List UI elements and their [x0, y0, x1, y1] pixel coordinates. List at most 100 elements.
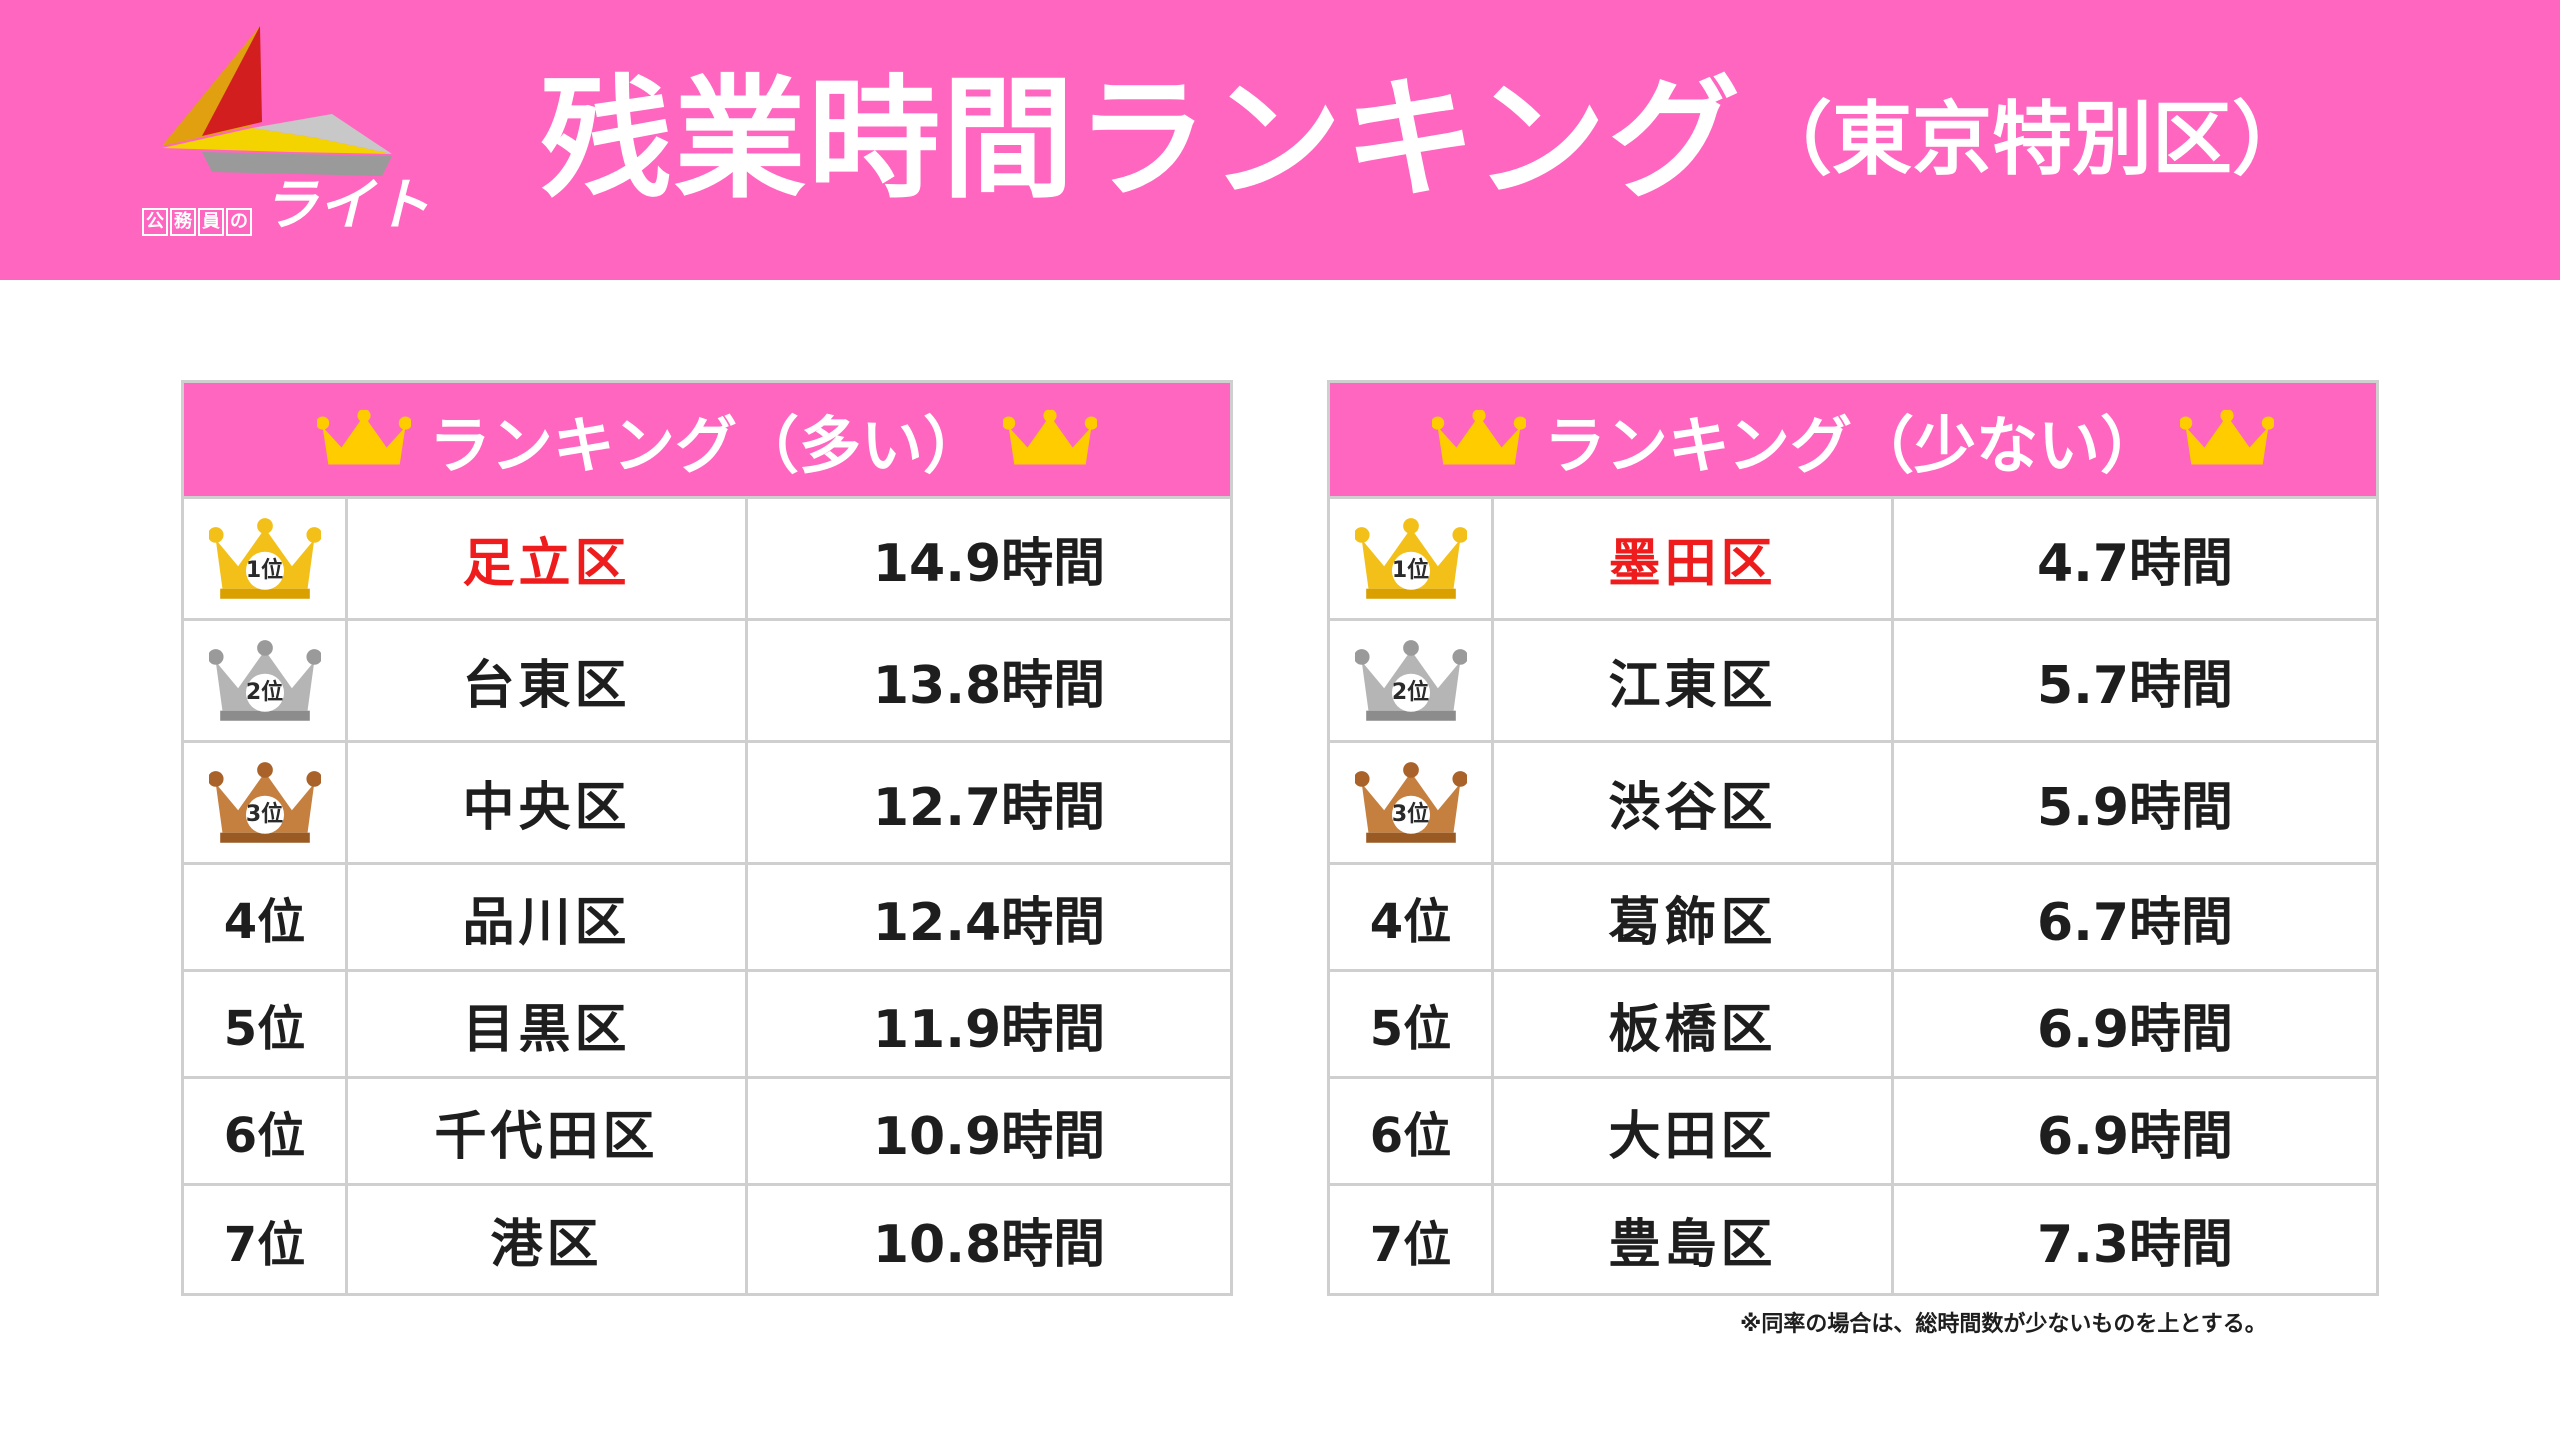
table-row: 2位 台東区 13.8時間 — [184, 621, 1230, 743]
logo-subtitle: 公 務 員 の — [142, 208, 252, 236]
rank-label: 2位 — [1391, 679, 1430, 705]
crown-icon — [317, 408, 411, 472]
logo-sub-char: 務 — [170, 208, 196, 236]
ward-name: 板橋区 — [1608, 999, 1777, 1060]
crown-icon — [1432, 408, 1526, 472]
ward-name: 中央区 — [462, 778, 631, 838]
time-cell: 10.9時間 — [748, 1079, 1230, 1183]
time-cell: 6.9時間 — [1894, 972, 2376, 1076]
ward-cell: 目黒区 — [348, 972, 748, 1076]
logo-mark-icon — [162, 26, 392, 176]
rank-cell: 1位 — [184, 499, 348, 618]
ward-cell: 港区 — [348, 1186, 748, 1293]
rank-label: 6位 — [1369, 1108, 1452, 1164]
rank-label: 6位 — [223, 1108, 306, 1164]
time-cell: 12.7時間 — [748, 743, 1230, 862]
rank-label: 3位 — [1391, 801, 1430, 827]
ward-name: 大田区 — [1608, 1106, 1777, 1167]
rank-cell: 6位 — [1330, 1079, 1494, 1183]
rank-label: 4位 — [223, 894, 306, 950]
ward-cell: 豊島区 — [1494, 1186, 1894, 1293]
site-logo[interactable]: 公 務 員 の ライト — [142, 26, 442, 236]
gold-crown-icon: 1位 — [1354, 517, 1467, 601]
time-cell: 11.9時間 — [748, 972, 1230, 1076]
rank-cell: 7位 — [1330, 1186, 1494, 1293]
ranking-table-most: ランキング（多い） 1位 足立区 14.9時間 — [181, 380, 1233, 1296]
ward-cell: 台東区 — [348, 621, 748, 740]
table-row: 4位 品川区 12.4時間 — [184, 865, 1230, 972]
silver-crown-icon: 2位 — [208, 639, 321, 723]
time-cell: 6.9時間 — [1894, 1079, 2376, 1183]
ward-cell: 江東区 — [1494, 621, 1894, 740]
time-cell: 7.3時間 — [1894, 1186, 2376, 1293]
time-cell: 5.7時間 — [1894, 621, 2376, 740]
crown-icon — [2180, 408, 2274, 472]
table-header: ランキング（多い） — [184, 383, 1230, 499]
ward-name: 目黒区 — [462, 999, 631, 1060]
ward-name: 江東区 — [1608, 656, 1777, 716]
table-row: 7位 豊島区 7.3時間 — [1330, 1186, 2376, 1293]
ward-name: 台東区 — [462, 656, 631, 716]
overtime-hours: 6.9時間 — [2036, 999, 2234, 1060]
ward-cell: 大田区 — [1494, 1079, 1894, 1183]
time-cell: 5.9時間 — [1894, 743, 2376, 862]
rank-label: 2位 — [245, 679, 284, 705]
ward-cell: 千代田区 — [348, 1079, 748, 1183]
ward-cell: 葛飾区 — [1494, 865, 1894, 969]
ward-cell: 足立区 — [348, 499, 748, 618]
overtime-hours: 5.9時間 — [2036, 778, 2234, 838]
silver-crown-icon: 2位 — [1354, 639, 1467, 723]
rank-cell: 7位 — [184, 1186, 348, 1293]
table-row: 1位 墨田区 4.7時間 — [1330, 499, 2376, 621]
logo-sub-char: 公 — [142, 208, 168, 236]
table-header: ランキング（少ない） — [1330, 383, 2376, 499]
rank-cell: 5位 — [1330, 972, 1494, 1076]
rank-cell: 6位 — [184, 1079, 348, 1183]
table-row: 4位 葛飾区 6.7時間 — [1330, 865, 2376, 972]
rank-label: 5位 — [223, 1001, 306, 1057]
rank-cell: 3位 — [1330, 743, 1494, 862]
time-cell: 12.4時間 — [748, 865, 1230, 969]
rank-cell: 2位 — [1330, 621, 1494, 740]
rank-label: 4位 — [1369, 894, 1452, 950]
rank-label: 5位 — [1369, 1001, 1452, 1057]
logo-sub-char: の — [226, 208, 252, 236]
rank-label: 7位 — [223, 1216, 306, 1273]
rank-label: 1位 — [245, 557, 284, 583]
rank-cell: 4位 — [1330, 865, 1494, 969]
ward-name: 墨田区 — [1608, 534, 1777, 594]
ward-cell: 板橋区 — [1494, 972, 1894, 1076]
rank-label: 1位 — [1391, 557, 1430, 583]
rank-cell: 4位 — [184, 865, 348, 969]
ward-name: 足立区 — [462, 534, 631, 594]
overtime-hours: 4.7時間 — [2036, 534, 2234, 594]
ward-name: 港区 — [490, 1215, 603, 1275]
table-row: 6位 千代田区 10.9時間 — [184, 1079, 1230, 1186]
ward-cell: 品川区 — [348, 865, 748, 969]
bronze-crown-icon: 3位 — [208, 761, 321, 845]
rank-cell: 2位 — [184, 621, 348, 740]
logo-wordmark: ライト — [262, 173, 430, 238]
overtime-hours: 11.9時間 — [872, 999, 1106, 1060]
overtime-hours: 6.7時間 — [2036, 892, 2234, 953]
rank-cell: 5位 — [184, 972, 348, 1076]
time-cell: 13.8時間 — [748, 621, 1230, 740]
overtime-hours: 5.7時間 — [2036, 656, 2234, 716]
ward-name: 豊島区 — [1608, 1215, 1777, 1275]
header-banner: 公 務 員 の ライト 残業時間ランキング （東京特別区） — [0, 0, 2560, 280]
time-cell: 6.7時間 — [1894, 865, 2376, 969]
ward-cell: 中央区 — [348, 743, 748, 862]
crown-icon — [1003, 408, 1097, 472]
overtime-hours: 10.8時間 — [872, 1215, 1106, 1275]
overtime-hours: 13.8時間 — [872, 656, 1106, 716]
overtime-hours: 6.9時間 — [2036, 1106, 2234, 1167]
table-heading: ランキング（少ない） — [1543, 408, 2163, 482]
table-heading: ランキング（多い） — [428, 408, 986, 482]
overtime-hours: 12.7時間 — [872, 778, 1106, 838]
overtime-hours: 12.4時間 — [872, 892, 1106, 953]
ward-cell: 渋谷区 — [1494, 743, 1894, 862]
rank-cell: 3位 — [184, 743, 348, 862]
page-title-group: 残業時間ランキング （東京特別区） — [540, 60, 2312, 220]
overtime-hours: 10.9時間 — [872, 1106, 1106, 1167]
ward-name: 千代田区 — [434, 1106, 659, 1167]
